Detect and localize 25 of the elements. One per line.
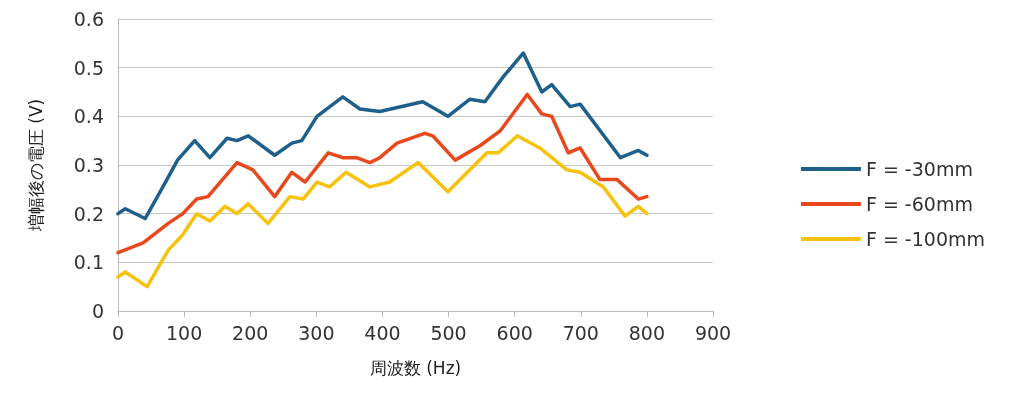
- x-tick-label: 300: [298, 321, 335, 344]
- x-tick-label: 600: [496, 321, 533, 344]
- y-tick-label: 0.5: [73, 56, 104, 79]
- x-tick-label: 100: [165, 321, 203, 344]
- y-tick-label: 0.3: [73, 154, 104, 176]
- x-tick-label: 800: [628, 321, 666, 344]
- y-tick-label: 0.2: [73, 202, 104, 225]
- x-tick-label: 900: [694, 321, 732, 344]
- y-tick-label: 0.4: [73, 105, 104, 128]
- line-series: [116, 51, 649, 221]
- x-tick-label: 400: [364, 321, 401, 344]
- legend-label: F = -100mm: [865, 228, 986, 250]
- y-tick-label: 0.1: [73, 251, 104, 274]
- legend-label: F = -30mm: [865, 158, 973, 180]
- x-tick-label: 700: [562, 321, 599, 344]
- y-tick-label: 0.6: [73, 8, 104, 30]
- x-tick-label: 200: [232, 321, 269, 344]
- line-series: [116, 134, 649, 289]
- y-axis-title: 増幅後の電圧 (V): [25, 98, 46, 233]
- x-axis-title: 周波数 (Hz): [369, 357, 462, 378]
- y-tick-label: 0: [91, 300, 104, 322]
- legend-label: F = -60mm: [865, 193, 973, 215]
- line-series: [116, 92, 649, 255]
- x-tick-label: 500: [430, 321, 467, 344]
- x-tick-label: 0: [111, 321, 125, 344]
